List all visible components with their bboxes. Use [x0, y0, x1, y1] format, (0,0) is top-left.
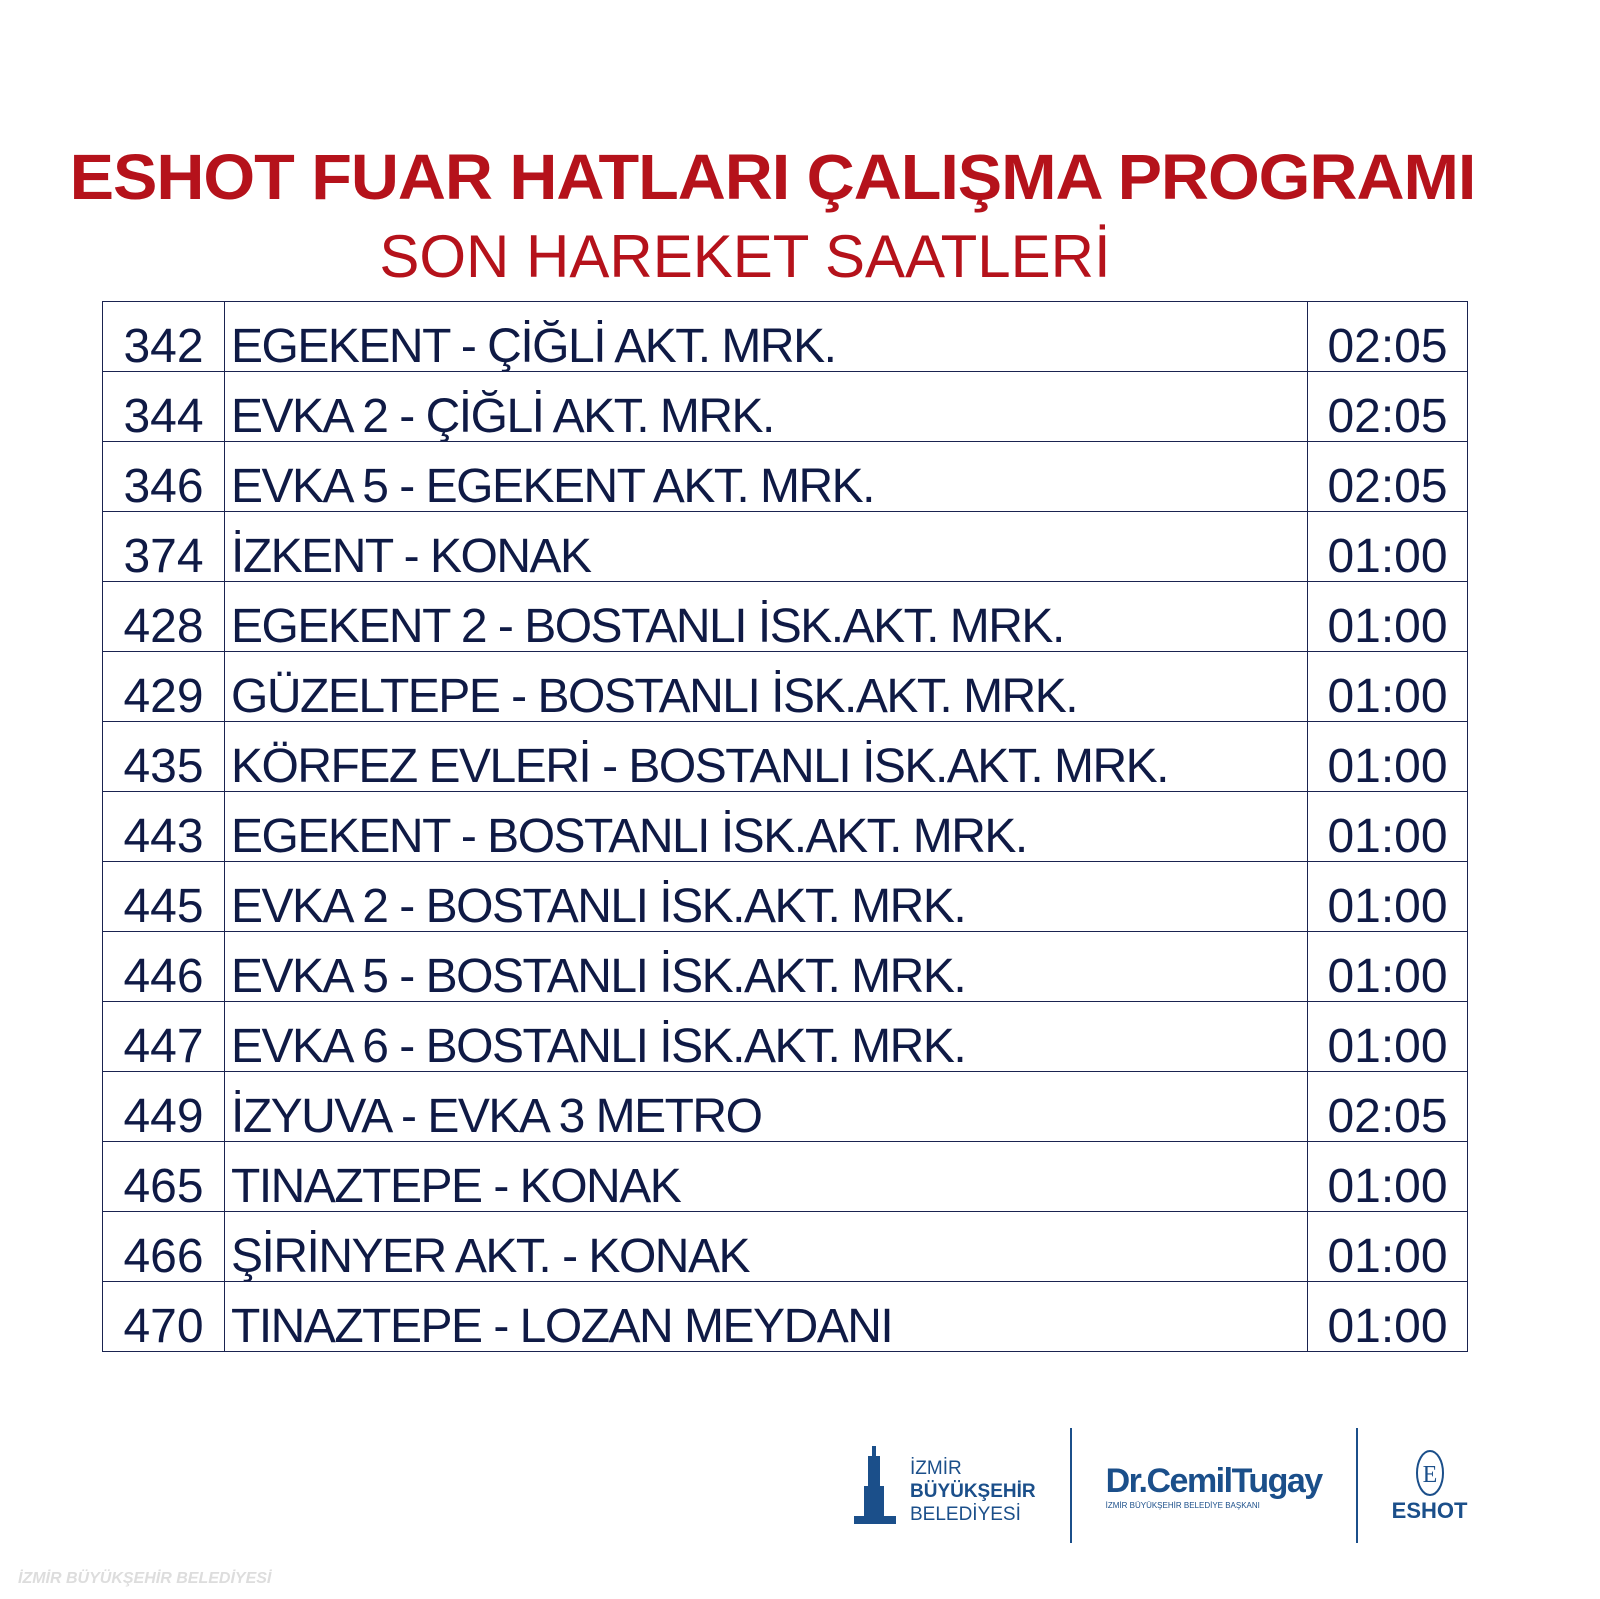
ibb-logo: İZMİR BÜYÜKŞEHİR BELEDİYESİ: [850, 1445, 1036, 1526]
table-row: 428 EGEKENT 2 - BOSTANLI İSK.AKT. MRK. 01:…: [103, 582, 1467, 652]
route-name: EVKA 6 - BOSTANLI İSK.AKT. MRK.: [225, 1002, 1308, 1071]
route-name: EGEKENT 2 - BOSTANLI İSK.AKT. MRK.: [225, 582, 1308, 651]
line-number: 449: [103, 1072, 225, 1141]
table-row: 435 KÖRFEZ EVLERİ - BOSTANLI İSK.AKT. MRK…: [103, 722, 1467, 792]
route-name: EVKA 2 - ÇİĞLİ AKT. MRK.: [225, 372, 1308, 441]
last-departure-time: 01:00: [1327, 880, 1448, 931]
mayor-title: İZMİR BÜYÜKŞEHİR BELEDİYE BAŞKANI: [1105, 1500, 1260, 1510]
table-row: 466 ŞİRİNYER AKT. - KONAK 01:00: [103, 1212, 1467, 1282]
route-name: KÖRFEZ EVLERİ - BOSTANLI İSK.AKT. MRK.: [225, 722, 1308, 791]
route-name: ŞİRİNYER AKT. - KONAK: [225, 1212, 1308, 1281]
ibb-line-3: BELEDİYESİ: [910, 1503, 1021, 1525]
route-name: İZKENT - KONAK: [225, 512, 1308, 581]
ibb-line-1: İZMİR: [910, 1457, 962, 1479]
line-number: 374: [103, 512, 225, 581]
last-departure-time: 02:05: [1327, 320, 1448, 371]
route-name: İZYUVA - EVKA 3 METRO: [225, 1072, 1308, 1141]
table-row: 465 TINAZTEPE - KONAK 01:00: [103, 1142, 1467, 1212]
clock-tower-icon: [854, 1445, 896, 1524]
route-name: EGEKENT - BOSTANLI İSK.AKT. MRK.: [225, 792, 1308, 861]
route-name: EVKA 2 - BOSTANLI İSK.AKT. MRK.: [225, 862, 1308, 931]
route-name: EGEKENT - ÇİĞLİ AKT. MRK.: [225, 302, 1308, 371]
watermark: İZMİR BÜYÜKŞEHİR BELEDİYESİ: [18, 1570, 272, 1587]
mayor-logo: Dr.CemilTugay İZMİR BÜYÜKŞEHİR BELEDİYE …: [1105, 1461, 1324, 1510]
last-departure-time: 01:00: [1327, 600, 1448, 651]
table-row: 374 İZKENT - KONAK 01:00: [103, 512, 1467, 582]
svg-text:E: E: [1422, 1462, 1437, 1488]
table-row: 344 EVKA 2 - ÇİĞLİ AKT. MRK. 02:05: [103, 372, 1467, 442]
line-number: 342: [103, 302, 225, 371]
line-number: 443: [103, 792, 225, 861]
last-departure-time: 01:00: [1327, 1160, 1448, 1211]
line-number: 344: [103, 372, 225, 441]
line-number: 445: [103, 862, 225, 931]
line-number: 435: [103, 722, 225, 791]
divider: [1355, 1428, 1358, 1543]
table-row: 447 EVKA 6 - BOSTANLI İSK.AKT. MRK. 01:00: [103, 1002, 1467, 1072]
line-number: 429: [103, 652, 225, 721]
last-departure-time: 01:00: [1327, 1230, 1448, 1281]
last-departure-time: 01:00: [1327, 670, 1448, 721]
table-row: 470 TINAZTEPE - LOZAN MEYDANI 01:00: [103, 1282, 1467, 1352]
route-name: TINAZTEPE - LOZAN MEYDANI: [225, 1282, 1308, 1351]
last-departure-time: 02:05: [1327, 390, 1448, 441]
line-number: 346: [103, 442, 225, 511]
table-row: 346 EVKA 5 - EGEKENT AKT. MRK. 02:05: [103, 442, 1467, 512]
mayor-name: Dr.CemilTugay: [1105, 1461, 1324, 1500]
route-name: EVKA 5 - BOSTANLI İSK.AKT. MRK.: [225, 932, 1308, 1001]
table-row: 446 EVKA 5 - BOSTANLI İSK.AKT. MRK. 01:00: [103, 932, 1467, 1002]
last-departure-time: 01:00: [1327, 530, 1448, 581]
line-number: 465: [103, 1142, 225, 1211]
last-departure-time: 01:00: [1327, 1300, 1448, 1351]
table-row: 342 EGEKENT - ÇİĞLİ AKT. MRK. 02:05: [103, 302, 1467, 372]
schedule-table: 342 EGEKENT - ÇİĞLİ AKT. MRK. 02:05 344 EVKA…: [102, 301, 1468, 1352]
table-row: 449 İZYUVA - EVKA 3 METRO 02:05: [103, 1072, 1467, 1142]
route-name: TINAZTEPE - KONAK: [225, 1142, 1308, 1211]
route-name: GÜZELTEPE - BOSTANLI İSK.AKT. MRK.: [225, 652, 1308, 721]
last-departure-time: 01:00: [1327, 1020, 1448, 1071]
line-number: 470: [103, 1282, 225, 1351]
line-number: 447: [103, 1002, 225, 1071]
page-title: ESHOT FUAR HATLARI ÇALIŞMA PROGRAMI: [69, 141, 1477, 213]
page-subtitle: SON HAREKET SAATLERİ: [379, 223, 1111, 290]
footer-logos: İZMİR BÜYÜKŞEHİR BELEDİYESİ Dr.CemilTuga…: [850, 1428, 1467, 1543]
last-departure-time: 02:05: [1327, 1090, 1448, 1141]
eshot-emblem-icon: E: [1415, 1449, 1444, 1496]
eshot-logo: E ESHOT: [1391, 1448, 1468, 1524]
last-departure-time: 01:00: [1327, 950, 1448, 1001]
last-departure-time: 01:00: [1327, 810, 1448, 861]
line-number: 428: [103, 582, 225, 651]
last-departure-time: 01:00: [1327, 740, 1448, 791]
line-number: 446: [103, 932, 225, 1001]
ibb-line-2: BÜYÜKŞEHİR: [910, 1480, 1036, 1502]
route-name: EVKA 5 - EGEKENT AKT. MRK.: [225, 442, 1308, 511]
line-number: 466: [103, 1212, 225, 1281]
divider: [1069, 1428, 1072, 1543]
table-row: 443 EGEKENT - BOSTANLI İSK.AKT. MRK. 01:00: [103, 792, 1467, 862]
eshot-text: ESHOT: [1391, 1497, 1468, 1523]
table-row: 429 GÜZELTEPE - BOSTANLI İSK.AKT. MRK. 01:…: [103, 652, 1467, 722]
table-row: 445 EVKA 2 - BOSTANLI İSK.AKT. MRK. 01:00: [103, 862, 1467, 932]
last-departure-time: 02:05: [1327, 460, 1448, 511]
